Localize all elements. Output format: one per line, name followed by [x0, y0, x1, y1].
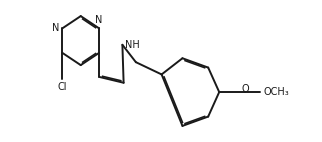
- Text: N: N: [95, 15, 103, 25]
- Text: Cl: Cl: [58, 82, 67, 92]
- Text: N: N: [52, 23, 59, 33]
- Text: NH: NH: [125, 40, 140, 50]
- Text: O: O: [241, 84, 249, 94]
- Text: OCH₃: OCH₃: [263, 87, 289, 97]
